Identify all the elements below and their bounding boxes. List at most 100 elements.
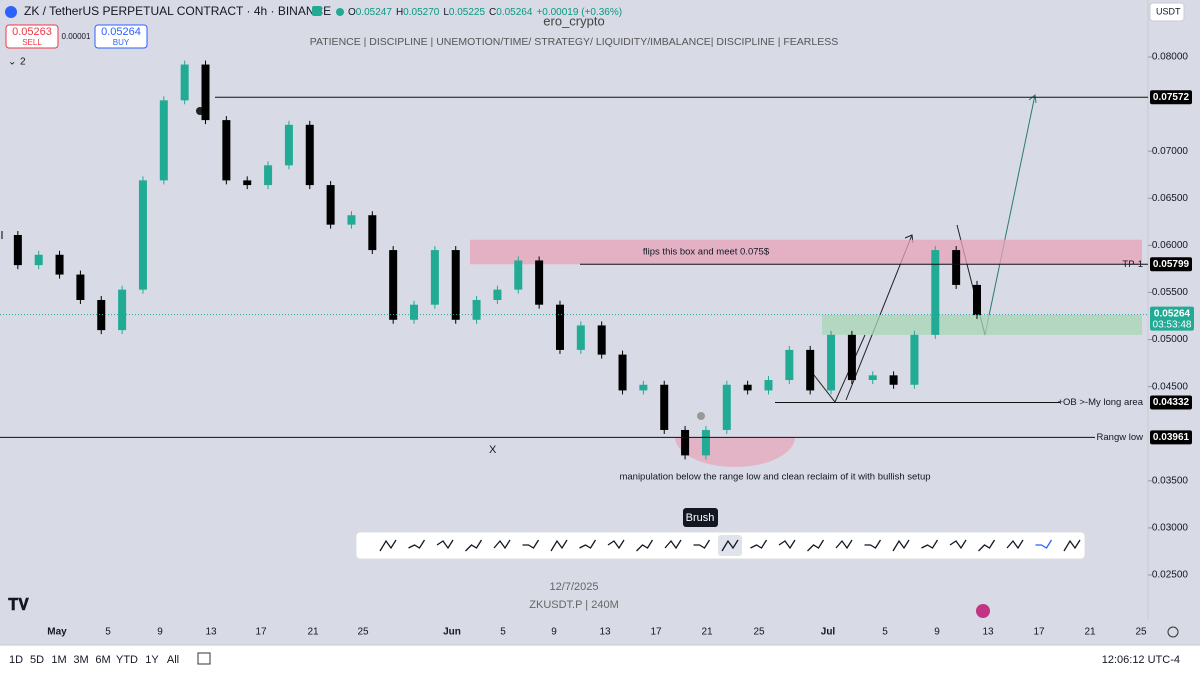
arrow-head	[1028, 94, 1037, 104]
candle	[493, 289, 502, 300]
projection-arrow	[984, 94, 1036, 336]
candle	[764, 380, 773, 391]
currency-button[interactable]	[1149, 2, 1185, 22]
tool-icon	[436, 539, 454, 550]
tool-button[interactable]	[579, 539, 597, 549]
tool-icon	[750, 539, 768, 549]
range-button[interactable]: 1Y	[145, 654, 159, 666]
logo: 𝐓𝐕	[8, 597, 29, 614]
tool-button[interactable]	[493, 539, 511, 550]
level-badge	[1150, 395, 1192, 410]
candle	[701, 429, 710, 456]
tool-icon	[778, 539, 796, 550]
ohlc-label: C	[489, 7, 496, 18]
settings-icon[interactable]	[1167, 626, 1179, 638]
price-tick-label: 0.06000	[1152, 240, 1189, 251]
range-button[interactable]: 3M	[73, 654, 88, 666]
tool-icon	[1035, 539, 1053, 549]
tool-button[interactable]	[1035, 539, 1053, 549]
tool-button[interactable]	[693, 539, 711, 549]
tool-button[interactable]	[835, 539, 853, 550]
tool-button[interactable]	[921, 539, 939, 549]
candle	[55, 254, 64, 275]
range-button[interactable]: All	[167, 654, 179, 666]
marker	[697, 412, 705, 420]
time-label: Jul	[821, 627, 836, 638]
tool-button[interactable]	[522, 539, 540, 549]
icon[interactable]	[976, 604, 990, 618]
candle	[639, 384, 648, 391]
candle	[618, 354, 627, 391]
candle	[76, 274, 85, 300]
candle	[451, 250, 460, 320]
tool-button[interactable]	[807, 539, 825, 552]
time-label: 17	[650, 627, 662, 638]
level-badge	[1150, 430, 1192, 445]
current-badge	[1150, 306, 1194, 331]
tool-button[interactable]	[636, 539, 654, 552]
tool-button[interactable]	[949, 539, 967, 550]
tool-icon	[978, 539, 996, 552]
ohlc-label: L	[443, 7, 449, 18]
tool-icon	[522, 539, 540, 549]
range-button[interactable]: 1M	[51, 654, 66, 666]
current-price: 0.05264	[1154, 308, 1191, 319]
author: ero_crypto	[543, 13, 604, 28]
ohlc-label: H	[396, 7, 403, 18]
tool-button[interactable]	[750, 539, 768, 549]
manipulation-note: manipulation below the range low and cle…	[619, 472, 930, 483]
tool-icon	[1006, 539, 1024, 550]
tool-icon	[892, 539, 910, 552]
tool-button[interactable]	[1006, 539, 1024, 550]
tool-button[interactable]	[465, 539, 483, 552]
buy-button[interactable]	[94, 24, 148, 49]
price-tick-label: 0.05500	[1152, 287, 1189, 298]
tool-button[interactable]	[550, 539, 568, 552]
tool-button[interactable]	[607, 539, 625, 550]
tool-button[interactable]	[892, 539, 910, 552]
market-status	[312, 6, 322, 16]
candle	[264, 165, 273, 186]
price-tick-label: 0.03000	[1152, 523, 1189, 534]
time-label: 5	[882, 627, 888, 638]
level-badge	[1150, 257, 1192, 272]
tool-button[interactable]	[778, 539, 796, 550]
tool-button[interactable]	[864, 539, 882, 549]
range-button[interactable]: 1D	[9, 654, 23, 666]
tool-icon	[1063, 539, 1081, 552]
tool-icon	[835, 539, 853, 550]
range-button[interactable]: YTD	[116, 654, 138, 666]
time-label: 25	[753, 627, 765, 638]
candle	[347, 215, 356, 225]
candle	[305, 124, 314, 186]
candle	[243, 180, 252, 186]
range-button[interactable]: 6M	[95, 654, 110, 666]
indicator-toggle[interactable]: ⌄	[8, 57, 16, 68]
candle	[743, 384, 752, 391]
zone	[822, 314, 1142, 335]
date-range-icon[interactable]	[197, 652, 211, 665]
tool-icon	[921, 539, 939, 549]
live-dot	[336, 8, 344, 16]
level-label: 0.05799	[1153, 259, 1190, 270]
candle	[681, 429, 690, 456]
tool-button[interactable]	[436, 539, 454, 550]
price-tick-label: 0.05000	[1152, 334, 1189, 345]
tool-icon	[379, 539, 397, 552]
time-label: 21	[307, 627, 319, 638]
tool-button[interactable]	[664, 539, 682, 550]
tool-icon	[636, 539, 654, 552]
range-button[interactable]: 5D	[30, 654, 44, 666]
tool-button[interactable]	[1063, 539, 1081, 552]
tool-button[interactable]	[718, 535, 742, 556]
sell-button[interactable]	[5, 24, 59, 49]
candle	[868, 375, 877, 381]
time-label: 13	[982, 627, 994, 638]
tool-button[interactable]	[379, 539, 397, 552]
tool-button[interactable]	[408, 539, 426, 549]
candle	[514, 260, 523, 290]
motto: PATIENCE | DISCIPLINE | UNEMOTION/TIME/ …	[310, 36, 838, 48]
time-label: 17	[1033, 627, 1045, 638]
tool-icon	[864, 539, 882, 549]
tool-button[interactable]	[978, 539, 996, 552]
